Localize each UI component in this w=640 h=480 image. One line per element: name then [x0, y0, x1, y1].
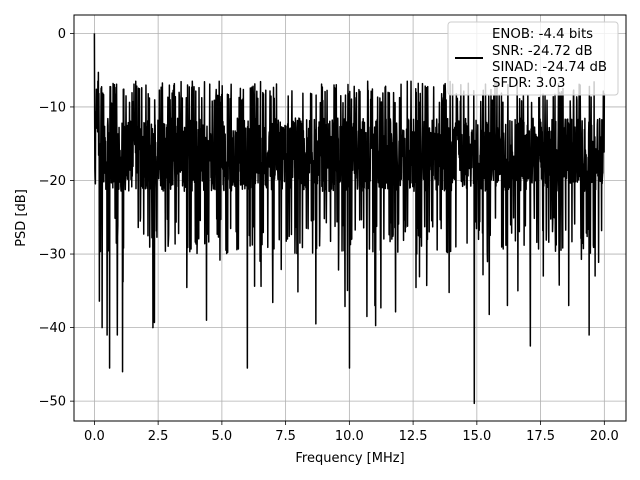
x-tick-label: 12.5	[399, 429, 428, 444]
x-tick-label: 7.5	[275, 429, 296, 444]
x-tick-label: 2.5	[148, 429, 169, 444]
x-tick-label: 5.0	[212, 429, 233, 444]
psd-line	[93, 33, 606, 405]
y-tick-label: −40	[39, 321, 66, 336]
x-tick-label: 20.0	[590, 429, 619, 444]
legend-entry-enob: ENOB: -4.4 bits	[492, 27, 593, 42]
y-tick-label: −50	[39, 395, 66, 410]
plot-area-frame	[73, 14, 627, 422]
y-axis-label: PSD [dB]	[14, 189, 29, 247]
legend-box	[447, 21, 619, 96]
x-tick-label: 0.0	[84, 429, 105, 444]
legend: ENOB: -4.4 bits SNR: -24.72 dB SINAD: -2…	[447, 21, 619, 96]
x-tick-label: 10.0	[335, 429, 364, 444]
y-tick-label: −20	[39, 174, 66, 189]
axis-ticks: 0.0 2.5 5.0 7.5 10.0 12.5 15.0 17.5 20.0 0 −10 −20 −…	[39, 27, 619, 444]
legend-entry-snr: SNR: -24.72 dB	[492, 44, 593, 59]
y-tick-label: 0	[58, 27, 66, 42]
x-tick-label: 15.0	[462, 429, 491, 444]
x-axis-label: Frequency [MHz]	[295, 451, 404, 466]
x-tick-label: 17.5	[526, 429, 555, 444]
legend-entry-sinad: SINAD: -24.74 dB	[492, 60, 607, 75]
y-tick-label: −10	[39, 100, 66, 115]
legend-entry-sfdr: SFDR: 3.03	[492, 76, 565, 91]
y-tick-label: −30	[39, 248, 66, 263]
series-psd	[93, 33, 606, 405]
